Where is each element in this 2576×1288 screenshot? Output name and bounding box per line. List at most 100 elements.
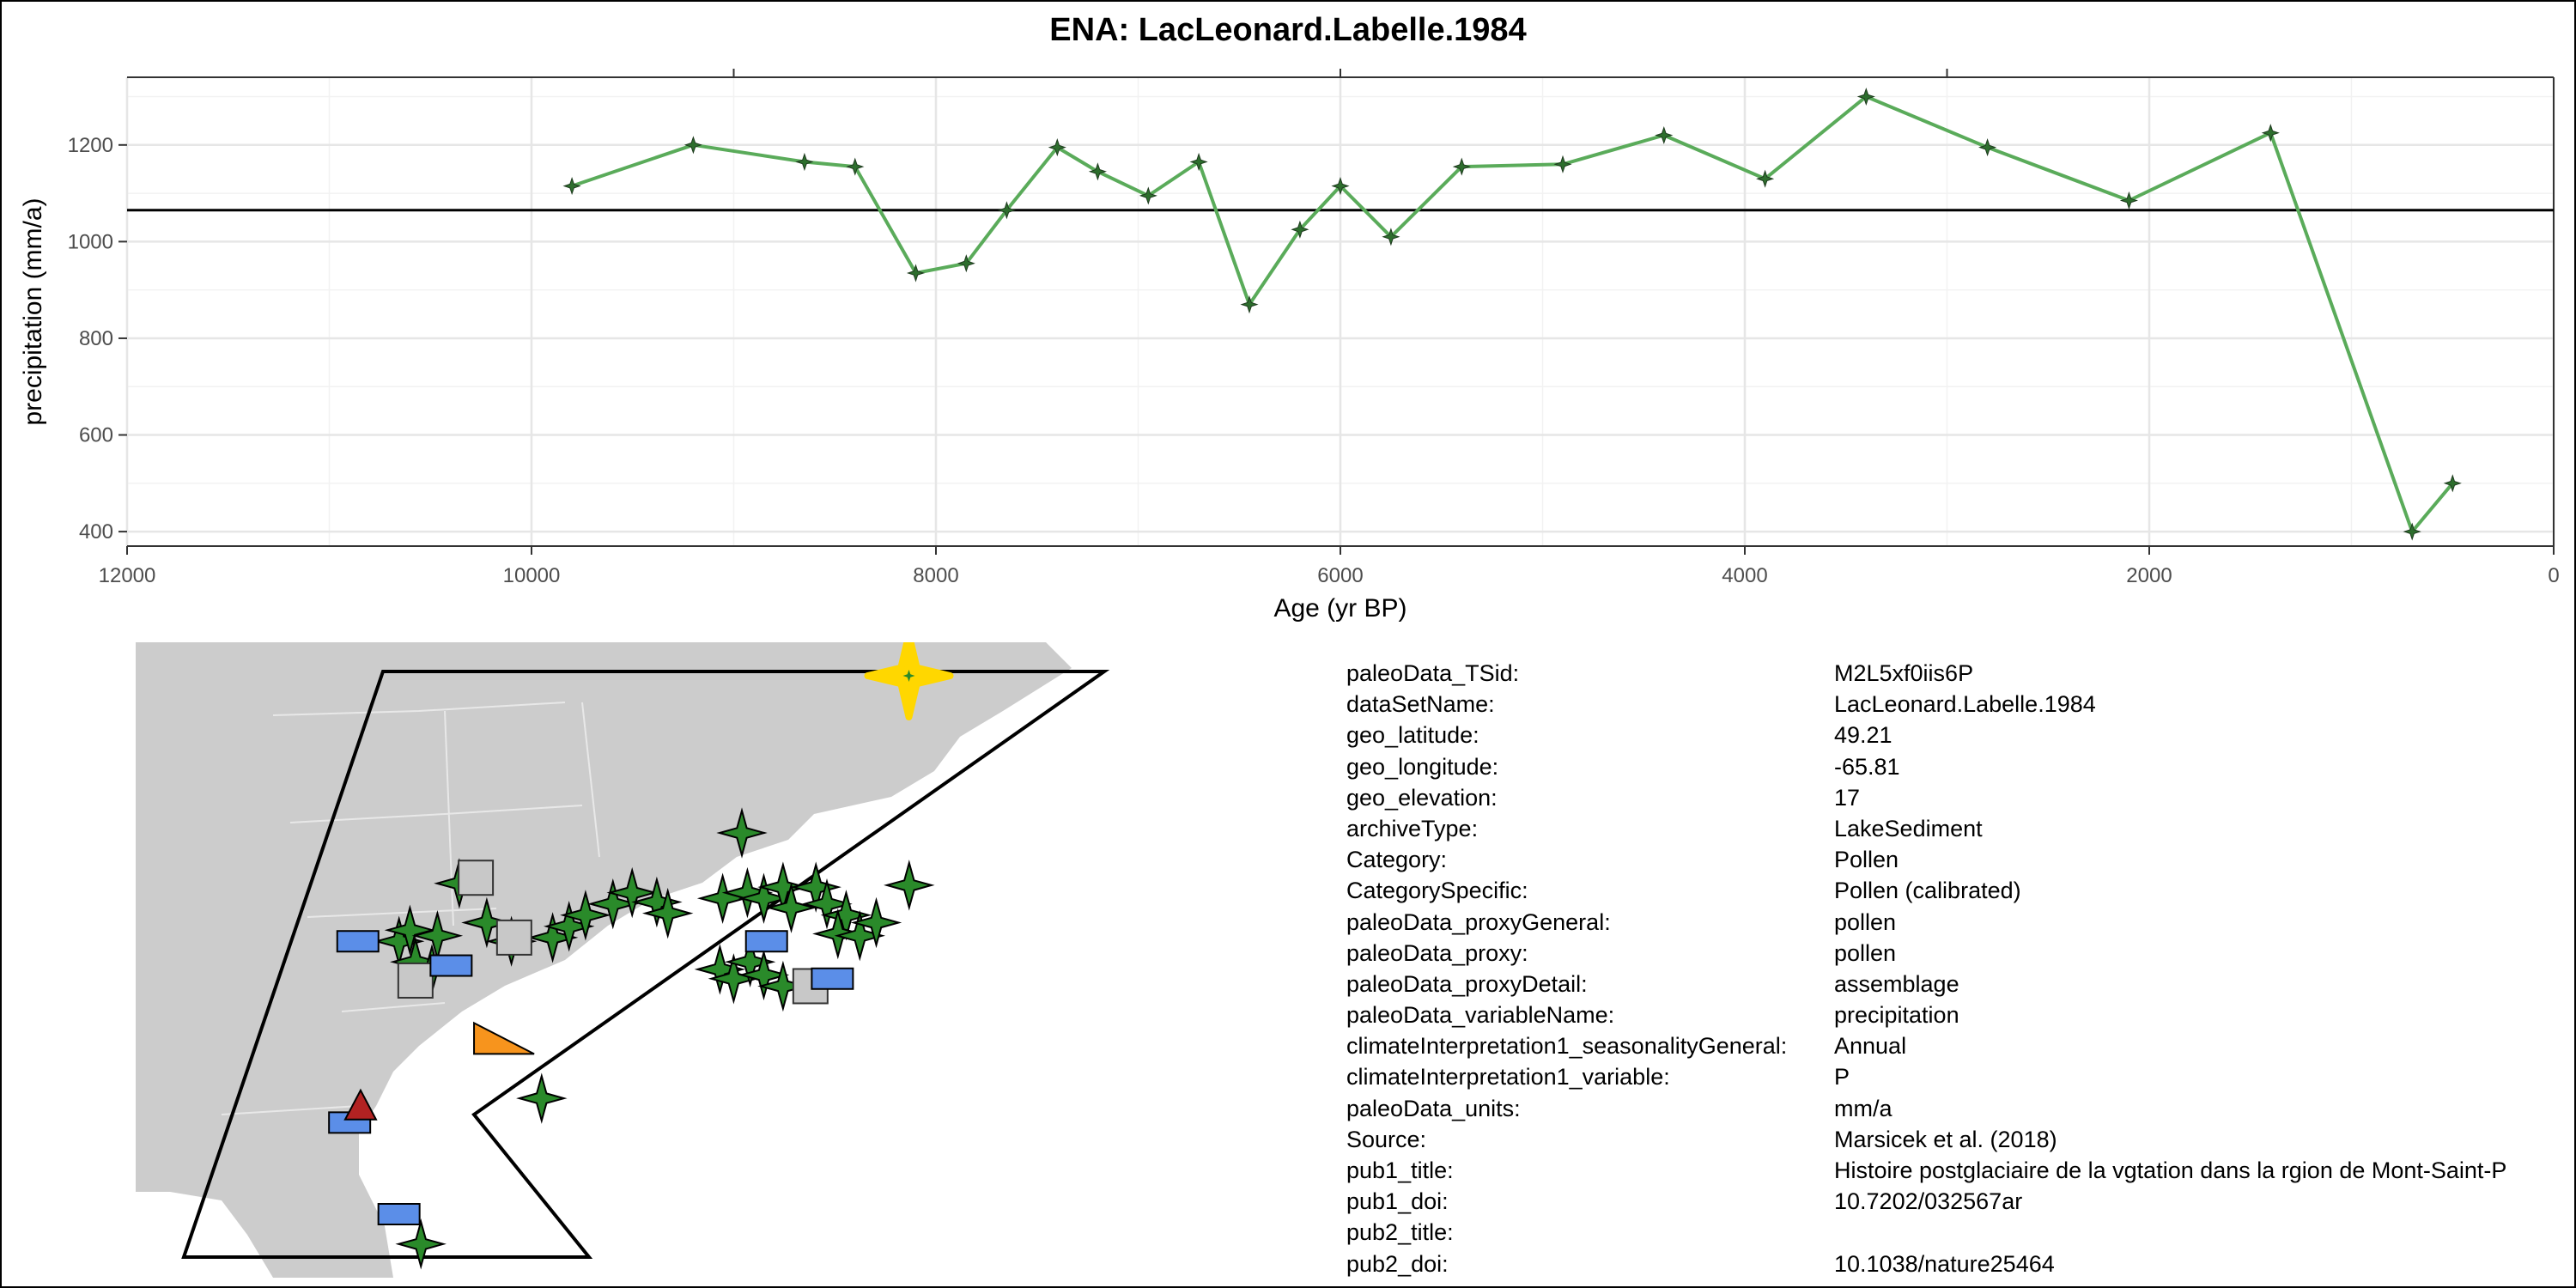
y-tick-label: 1200 [68, 134, 113, 157]
x-tick-label: 4000 [1722, 564, 1767, 587]
metadata-key: paleoData_variableName: [1346, 1002, 1615, 1029]
metadata-key: pub1_doi: [1346, 1188, 1449, 1215]
site-marker [543, 901, 595, 952]
metadata-key: pub1_title: [1346, 1157, 1454, 1183]
data-point [1048, 138, 1066, 157]
x-axis-title: Age (yr BP) [1273, 594, 1406, 623]
site-marker [811, 967, 854, 990]
metadata-key: paleoData_proxyGeneral: [1346, 908, 1611, 935]
site-marker [395, 1218, 447, 1270]
data-point [1452, 157, 1471, 176]
metadata-value: 49.21 [1834, 722, 1893, 749]
data-point [2443, 474, 2462, 493]
grid [125, 77, 2555, 546]
metadata-key: pub2_title: [1346, 1219, 1454, 1246]
metadata-value: precipitation [1834, 1002, 1959, 1029]
data-point [906, 264, 926, 283]
data-point [1655, 125, 1674, 145]
data-point [1978, 138, 1997, 157]
metadata-value: Histoire postglaciaire de la vgtation da… [1834, 1157, 2507, 1183]
metadata-value: Marsicek et al. (2018) [1834, 1126, 2057, 1152]
data-point [795, 152, 814, 172]
series-layer [562, 87, 2462, 541]
site-marker [336, 930, 380, 953]
y-tick-label: 1000 [68, 230, 113, 253]
site-marker [343, 1088, 378, 1121]
data-point [2261, 124, 2280, 143]
data-point [846, 157, 865, 176]
metadata-value: -65.81 [1834, 753, 1900, 780]
data-point [1331, 177, 1350, 196]
site-marker [724, 936, 776, 987]
axes: 12000 10000 8000 6000 4000 2000 0 400 600 800 1000… [68, 69, 2560, 587]
data-point [1189, 152, 1208, 172]
site-marker [473, 1021, 535, 1055]
metadata-key: CategorySpecific: [1346, 878, 1528, 904]
metadata-value: M2L5xf0iis6P [1834, 660, 1974, 686]
site-marker [606, 866, 658, 919]
metadata-key: paleoData_TSid: [1346, 660, 1520, 686]
metadata-key: geo_elevation: [1346, 784, 1498, 811]
data-point [2403, 522, 2421, 541]
metadata-key: paleoData_proxyDetail: [1346, 970, 1588, 997]
site-marker [587, 878, 639, 930]
site-marker [384, 904, 436, 956]
metadata-value: 10.1038/nature25464 [1834, 1250, 2055, 1277]
metadata-key: paleoData_units: [1346, 1095, 1521, 1121]
site-marker [765, 882, 817, 933]
site-marker [716, 807, 768, 859]
x-tick-label: 2000 [2126, 564, 2172, 587]
metadata-value: Pollen (calibrated) [1834, 878, 2021, 904]
chart-title: ENA: LacLeonard.Labelle.1984 [1049, 12, 1527, 48]
site-marker [377, 1203, 421, 1225]
site-marker [812, 908, 864, 960]
x-tick-label: 6000 [1317, 564, 1363, 587]
data-point [1553, 155, 1572, 173]
metadata-key: climateInterpretation1_seasonalityGenera… [1346, 1033, 1788, 1060]
metadata-key: paleoData_proxy: [1346, 939, 1528, 966]
metadata-value: pollen [1834, 939, 1897, 966]
data-point [683, 136, 702, 155]
data-point [1291, 220, 1309, 239]
y-tick-label: 600 [79, 424, 113, 447]
site-marker [560, 890, 611, 941]
highlighted-site-center [902, 670, 915, 682]
site-marker [721, 866, 774, 919]
land-mass [136, 642, 1072, 1278]
site-marker [738, 872, 790, 924]
data-point [1382, 228, 1400, 246]
site-marker [801, 878, 853, 930]
data-point [1139, 186, 1157, 205]
metadata-value: LacLeonard.Labelle.1984 [1834, 691, 2096, 718]
metadata-value: P [1834, 1064, 1850, 1091]
sites-layer [328, 642, 954, 1270]
site-marker [516, 1072, 568, 1124]
data-point [1756, 169, 1775, 188]
x-tick-label: 8000 [913, 564, 958, 587]
data-point [2119, 191, 2138, 210]
site-marker [526, 912, 579, 963]
state-borders [221, 702, 600, 1115]
metadata-value: mm/a [1834, 1095, 1893, 1121]
metadata-key: dataSetName: [1346, 691, 1495, 718]
site-marker [461, 896, 513, 949]
metadata-value: assemblage [1834, 970, 1959, 997]
metadata-value: Pollen [1834, 847, 1899, 873]
data-point [562, 177, 581, 196]
site-marker [850, 896, 902, 949]
metadata-value: pollen [1834, 908, 1897, 935]
y-tick-label: 800 [79, 327, 113, 350]
metadata-key: Source: [1346, 1126, 1427, 1152]
metadata-value: 17 [1834, 784, 1861, 811]
site-marker [458, 860, 495, 896]
site-marker [884, 860, 935, 911]
metadata-key: archiveType: [1346, 815, 1479, 841]
metadata-value: Annual [1834, 1033, 1907, 1060]
region-boundary [181, 670, 1110, 1259]
site-marker [495, 919, 532, 956]
site-map [136, 642, 1110, 1278]
metadata-value: LakeSediment [1834, 815, 1983, 841]
y-axis-title: precipitation (mm/a) [19, 197, 47, 425]
y-tick-label: 400 [79, 520, 113, 544]
